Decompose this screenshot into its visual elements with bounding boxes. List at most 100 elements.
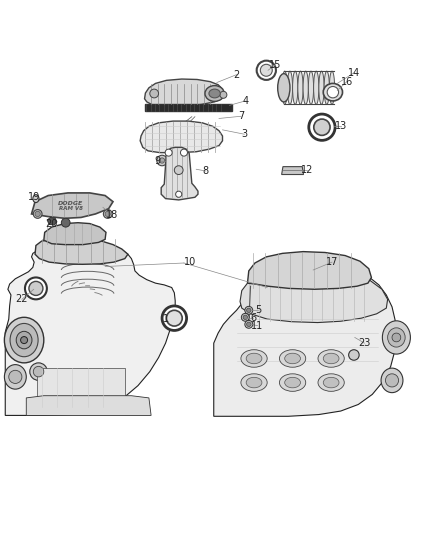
Ellipse shape: [309, 114, 335, 140]
Ellipse shape: [282, 71, 287, 104]
Ellipse shape: [4, 365, 26, 389]
Text: 3: 3: [241, 129, 247, 139]
Ellipse shape: [205, 86, 224, 101]
Ellipse shape: [247, 308, 251, 312]
Bar: [145, 103, 232, 111]
Text: 15: 15: [269, 60, 281, 70]
Ellipse shape: [10, 324, 38, 357]
Text: 12: 12: [301, 165, 314, 175]
Ellipse shape: [279, 374, 306, 391]
Ellipse shape: [287, 71, 293, 104]
Ellipse shape: [209, 89, 220, 98]
Text: 16: 16: [341, 77, 353, 87]
Text: 10: 10: [184, 257, 197, 267]
Ellipse shape: [180, 149, 187, 156]
Ellipse shape: [176, 191, 182, 197]
Polygon shape: [5, 245, 175, 415]
Ellipse shape: [245, 306, 253, 314]
Ellipse shape: [241, 374, 267, 391]
Ellipse shape: [33, 195, 39, 203]
Ellipse shape: [35, 211, 40, 216]
Ellipse shape: [247, 322, 251, 327]
Ellipse shape: [29, 281, 43, 295]
Ellipse shape: [162, 306, 187, 330]
Text: 2: 2: [233, 70, 240, 79]
Ellipse shape: [33, 366, 44, 377]
Ellipse shape: [166, 310, 182, 326]
Ellipse shape: [246, 353, 262, 364]
Text: 6: 6: [250, 313, 256, 323]
Text: 5: 5: [255, 305, 261, 316]
Text: 14: 14: [348, 68, 360, 78]
Ellipse shape: [303, 71, 308, 104]
Text: 23: 23: [358, 338, 371, 348]
Text: RAM V8: RAM V8: [59, 206, 83, 211]
Text: 22: 22: [16, 294, 28, 304]
Ellipse shape: [220, 91, 227, 98]
Ellipse shape: [16, 332, 32, 349]
Text: 1: 1: [162, 314, 169, 324]
Ellipse shape: [308, 71, 314, 104]
Ellipse shape: [174, 166, 183, 174]
Ellipse shape: [165, 149, 172, 156]
Ellipse shape: [323, 84, 343, 101]
Ellipse shape: [382, 321, 410, 354]
Text: 9: 9: [155, 156, 161, 166]
Ellipse shape: [103, 209, 112, 219]
Ellipse shape: [349, 350, 359, 360]
Ellipse shape: [293, 71, 298, 104]
Polygon shape: [44, 223, 106, 245]
Ellipse shape: [324, 71, 329, 104]
Polygon shape: [282, 167, 304, 174]
Ellipse shape: [105, 211, 110, 216]
Ellipse shape: [392, 333, 401, 342]
Polygon shape: [35, 238, 128, 264]
Ellipse shape: [243, 315, 247, 319]
Text: 8: 8: [203, 166, 209, 176]
Ellipse shape: [314, 71, 319, 104]
Ellipse shape: [318, 350, 344, 367]
Polygon shape: [140, 121, 223, 152]
Text: 20: 20: [46, 219, 58, 229]
Text: DODGE: DODGE: [58, 201, 84, 206]
Polygon shape: [47, 217, 57, 225]
Text: 18: 18: [106, 210, 118, 220]
Ellipse shape: [245, 320, 253, 328]
Polygon shape: [32, 193, 113, 219]
Bar: [37, 368, 125, 408]
Ellipse shape: [285, 353, 300, 364]
Ellipse shape: [314, 119, 330, 135]
Ellipse shape: [61, 219, 70, 227]
Ellipse shape: [323, 353, 339, 364]
Ellipse shape: [385, 374, 399, 387]
Text: 13: 13: [335, 122, 347, 131]
Ellipse shape: [388, 328, 405, 347]
Ellipse shape: [21, 336, 28, 344]
Ellipse shape: [318, 374, 344, 391]
Polygon shape: [214, 262, 396, 416]
Polygon shape: [161, 147, 198, 200]
Ellipse shape: [246, 377, 262, 388]
Ellipse shape: [33, 209, 42, 219]
Ellipse shape: [319, 71, 324, 104]
Text: 17: 17: [326, 257, 338, 267]
Ellipse shape: [278, 74, 290, 102]
Ellipse shape: [298, 71, 303, 104]
Ellipse shape: [327, 86, 339, 98]
Text: 4: 4: [242, 96, 248, 106]
Ellipse shape: [285, 377, 300, 388]
Ellipse shape: [241, 350, 267, 367]
Ellipse shape: [257, 61, 276, 80]
Ellipse shape: [381, 368, 403, 393]
Text: 19: 19: [28, 192, 40, 203]
Ellipse shape: [157, 155, 167, 166]
Text: 7: 7: [238, 111, 244, 122]
Ellipse shape: [150, 89, 159, 98]
Ellipse shape: [30, 363, 47, 381]
Polygon shape: [240, 271, 388, 322]
Ellipse shape: [241, 313, 249, 321]
Polygon shape: [26, 395, 151, 415]
Ellipse shape: [260, 64, 272, 76]
Ellipse shape: [159, 158, 165, 163]
Text: 11: 11: [251, 321, 264, 330]
